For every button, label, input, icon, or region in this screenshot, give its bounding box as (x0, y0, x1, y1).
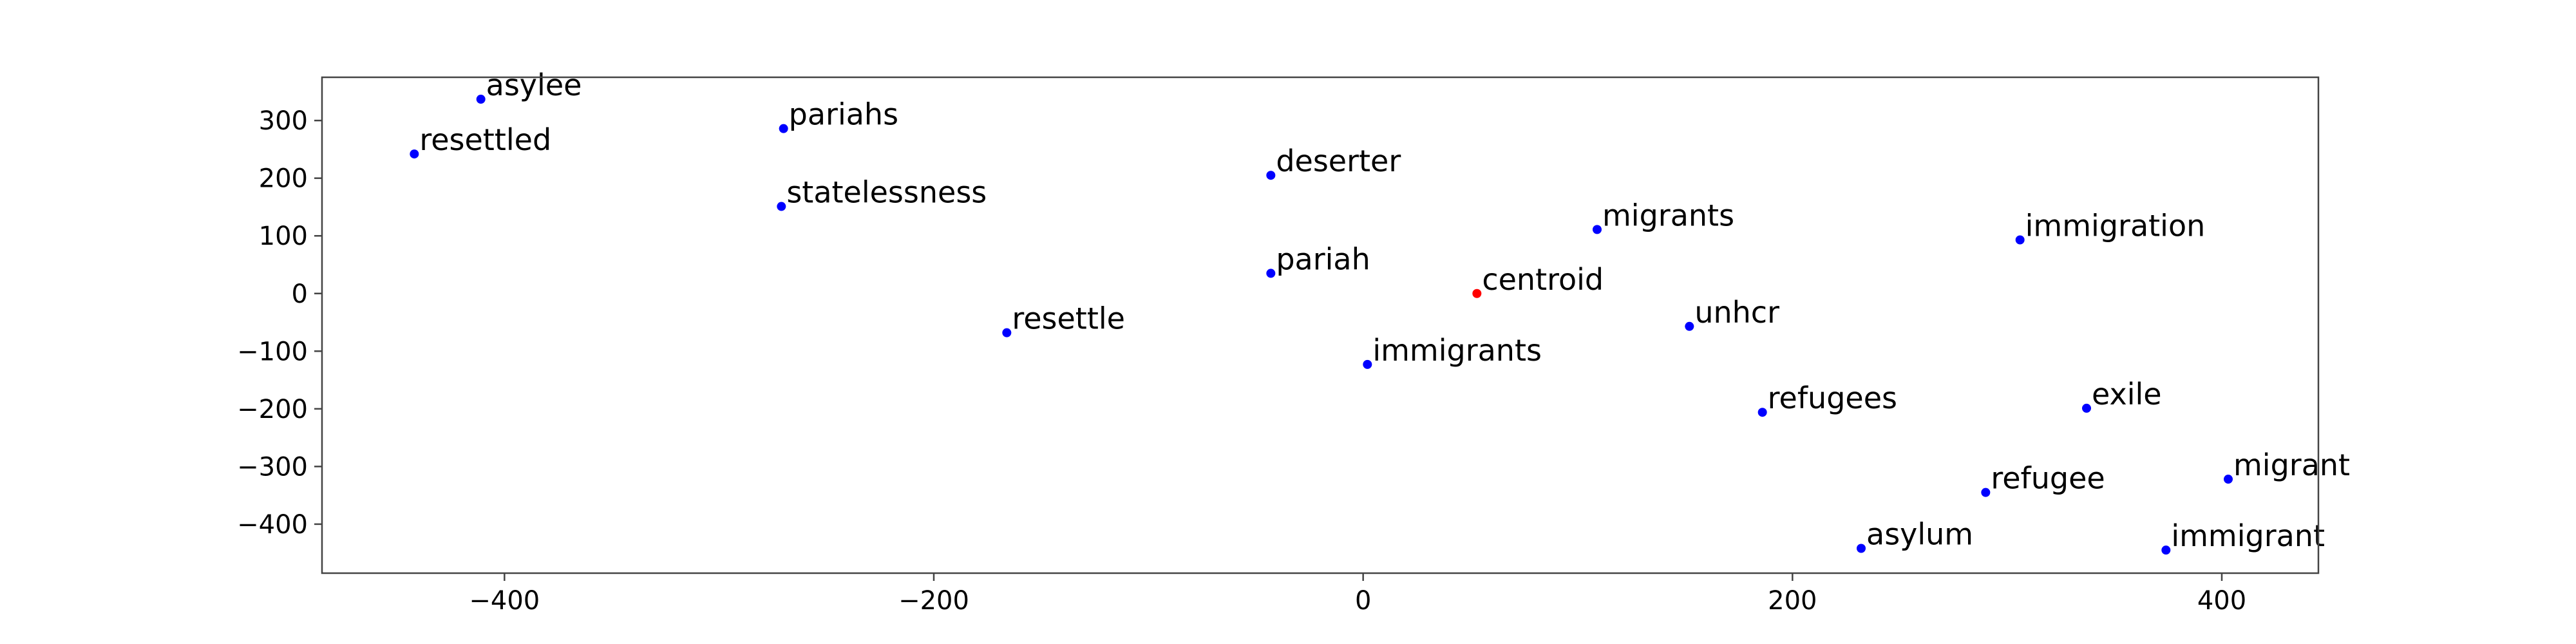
x-tick-label: −200 (898, 586, 969, 616)
point-label: resettled (419, 122, 551, 157)
point-label: unhcr (1694, 295, 1779, 330)
y-tick-label: −200 (237, 395, 308, 424)
point-label: immigration (2025, 208, 2206, 243)
centroid-label: centroid (1482, 262, 1604, 297)
data-point (2015, 235, 2025, 245)
plot-area-frame (321, 76, 2320, 574)
y-tick-label: 200 (259, 164, 308, 194)
data-point (1685, 321, 1694, 331)
data-point (1266, 269, 1276, 278)
point-label: asylum (1866, 517, 1973, 552)
data-point (1757, 408, 1767, 417)
point-label: asylee (486, 68, 582, 102)
y-tick-label: 0 (292, 279, 308, 309)
x-tick-label: −400 (469, 586, 540, 616)
point-label: resettle (1012, 301, 1125, 336)
point-label: migrants (1602, 198, 1734, 232)
data-point (1363, 359, 1372, 369)
y-tick-label: 300 (259, 106, 308, 136)
point-label: refugee (1991, 461, 2105, 496)
y-tick-label: −300 (237, 452, 308, 482)
x-tick-label: 0 (1355, 586, 1371, 616)
point-label: immigrant (2171, 518, 2325, 553)
point-label: statelessness (786, 175, 987, 210)
data-point (1857, 544, 1866, 553)
point-label: pariahs (789, 97, 898, 132)
data-point (777, 202, 786, 211)
point-label: immigrants (1372, 333, 1542, 368)
x-tick-label: 200 (1768, 586, 1817, 616)
data-point (2224, 475, 2233, 484)
data-point (1266, 171, 1276, 180)
data-point (1981, 488, 1991, 497)
point-label: refugees (1768, 381, 1897, 415)
data-point (476, 95, 486, 104)
data-point (410, 149, 419, 159)
point-label: exile (2092, 377, 2162, 412)
data-point (1002, 328, 1012, 337)
point-label: deserter (1276, 144, 1401, 178)
y-tick-label: −400 (237, 510, 308, 540)
data-point (1593, 225, 1602, 234)
data-point (779, 124, 788, 133)
data-point (2161, 545, 2171, 555)
centroid-point (1472, 289, 1482, 298)
data-point (2082, 403, 2091, 413)
point-label: migrant (2233, 448, 2350, 482)
x-tick-label: 400 (2197, 586, 2246, 616)
axis-ticks: −400 −200 0 200 400 300 200 100 0 −100 −200 −300 −40… (237, 106, 2246, 616)
y-tick-label: −100 (237, 337, 308, 366)
data-points: asylee resettled pariahs statelessness deser… (410, 68, 2350, 555)
y-tick-label: 100 (259, 222, 308, 251)
point-label: pariah (1276, 242, 1370, 276)
